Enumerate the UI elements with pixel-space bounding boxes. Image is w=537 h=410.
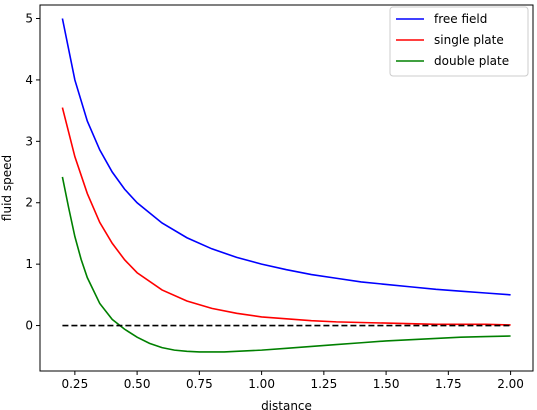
y-tick-label: 0	[25, 319, 33, 333]
x-tick-label: 0.50	[124, 377, 151, 391]
legend: free field single plate double plate	[389, 6, 529, 77]
y-tick-label: 4	[25, 73, 33, 87]
y-tick-label: 5	[25, 12, 33, 26]
x-axis-ticks: 0.25 0.50 0.75 1.00 1.25 1.50 1.75 2.00	[61, 371, 524, 391]
y-tick-label: 3	[25, 134, 33, 148]
x-tick-label: 1.00	[248, 377, 275, 391]
x-axis-label: distance	[261, 399, 312, 410]
legend-label: single plate	[434, 33, 504, 47]
plot-frame	[39, 4, 534, 372]
legend-box	[389, 6, 529, 77]
series-line-free-field	[61, 18, 511, 296]
x-tick-label: 1.25	[310, 377, 337, 391]
y-axis-label: fluid speed	[0, 155, 14, 221]
y-axis-ticks: 0 1 2 3 4 5	[25, 12, 40, 333]
x-tick-label: 1.50	[373, 377, 400, 391]
y-tick-label: 2	[25, 196, 33, 210]
x-tick-label: 0.25	[61, 377, 88, 391]
x-tick-label: 2.00	[497, 377, 524, 391]
plot-lines	[61, 18, 511, 353]
legend-label: free field	[434, 12, 487, 26]
series-line-single-plate	[61, 107, 511, 326]
x-tick-label: 0.75	[186, 377, 213, 391]
legend-label: double plate	[434, 54, 509, 68]
series-line-double-plate	[61, 176, 511, 353]
x-tick-label: 1.75	[435, 377, 462, 391]
y-tick-label: 1	[25, 257, 33, 271]
